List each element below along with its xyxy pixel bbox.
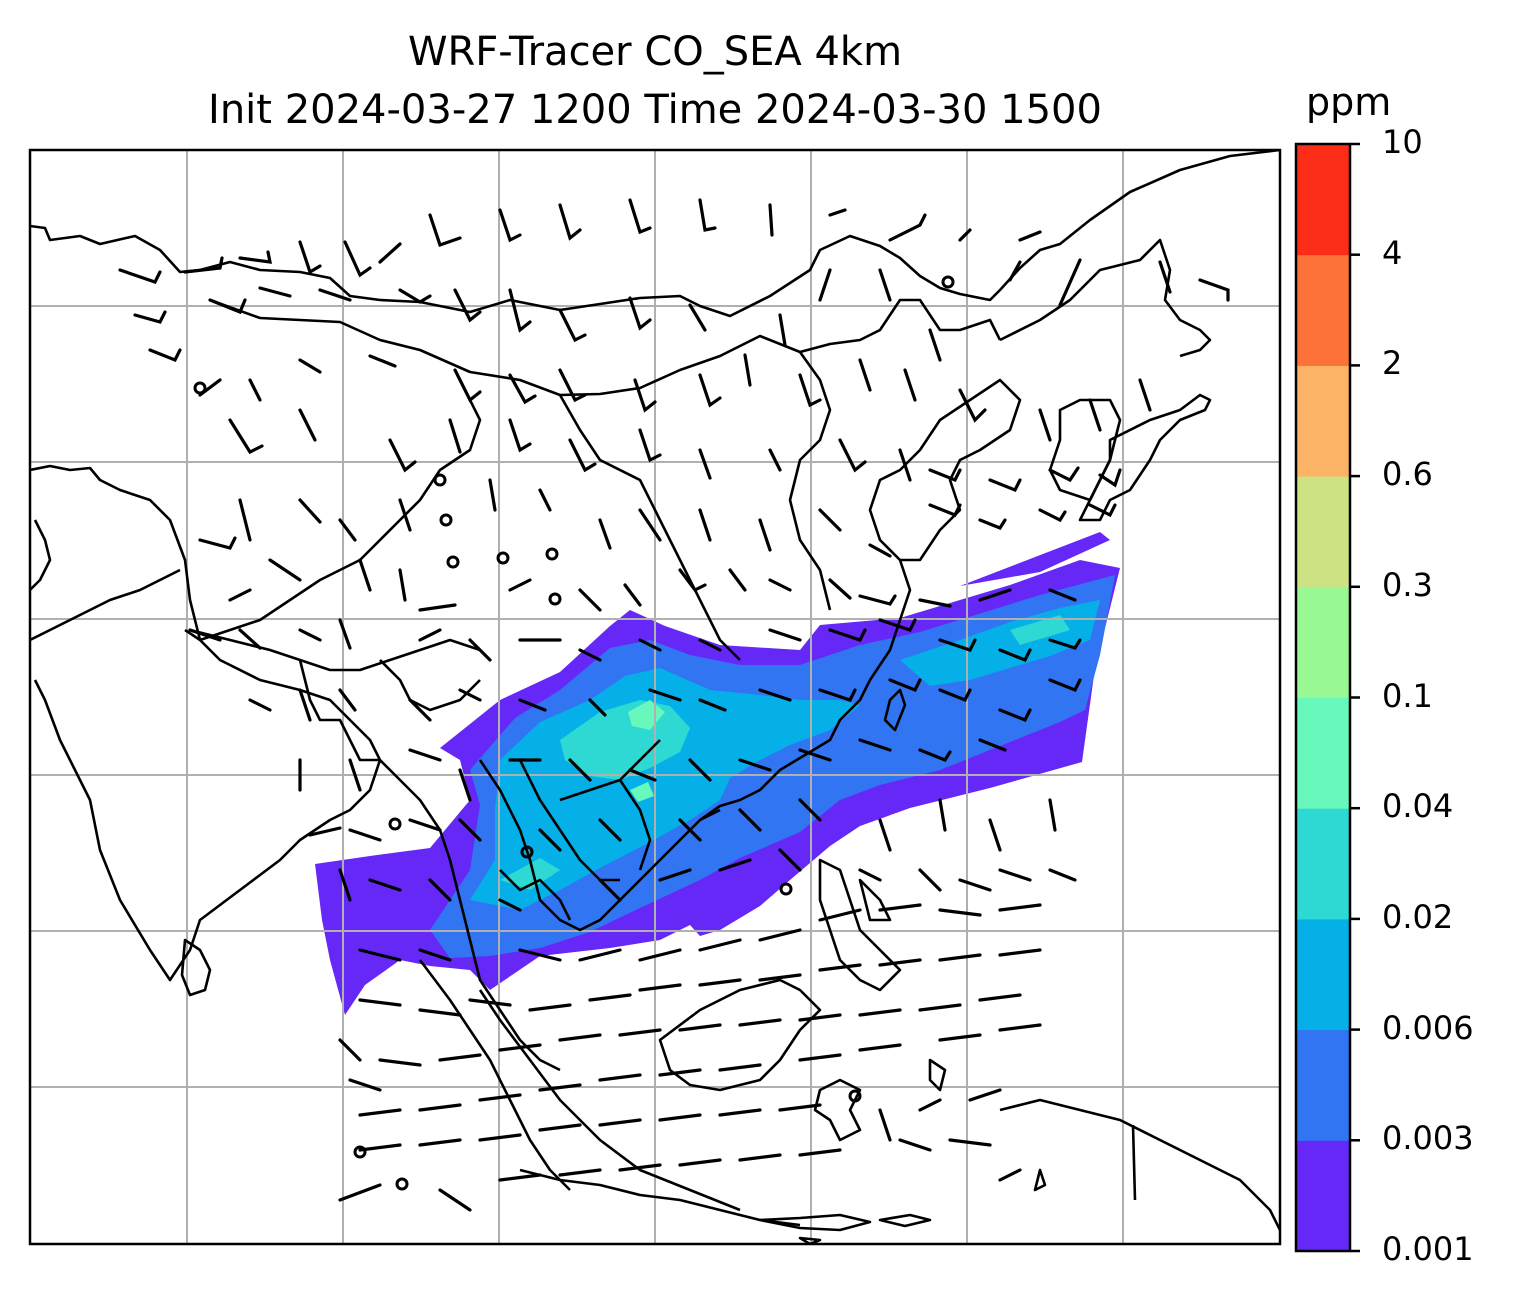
colorbar-segment — [1296, 697, 1350, 809]
colorbar-tick-label: 2 — [1382, 344, 1403, 383]
plume-level-3 — [470, 668, 860, 910]
coastlines — [30, 150, 1280, 1244]
colorbar-tick-label: 0.3 — [1382, 565, 1433, 604]
colorbar-segment — [1296, 808, 1350, 920]
map-frame — [28, 148, 1282, 1246]
colorbar-tick-label: 0.001 — [1382, 1230, 1474, 1268]
colorbar-tick-label: 0.1 — [1382, 676, 1433, 715]
tracer-field — [315, 532, 1120, 1015]
colorbar-tick-label: 0.003 — [1382, 1119, 1474, 1158]
wind-barbs — [118, 198, 1230, 1212]
title-line-2: Init 2024-03-27 1200 Time 2024-03-30 150… — [208, 87, 1102, 133]
colorbar-tick-label: 10 — [1382, 123, 1423, 161]
colorbar — [1294, 142, 1360, 1253]
colorbar-tick-label: 4 — [1382, 233, 1403, 272]
plume-level-4c — [1010, 615, 1070, 645]
plume-level-4b — [500, 858, 560, 890]
colorbar-segment — [1296, 144, 1350, 256]
title-line-1: WRF-Tracer CO_SEA 4km — [407, 29, 903, 75]
colorbar-tick-label: 0.006 — [1382, 1008, 1474, 1047]
colorbar-unit: ppm — [1306, 80, 1392, 124]
colorbar-segment — [1296, 1140, 1350, 1252]
colorbar-tick-label: 0.02 — [1382, 897, 1454, 936]
colorbar-segment — [1296, 1029, 1350, 1141]
colorbar-segment — [1296, 918, 1350, 1031]
colorbar-segment — [1296, 365, 1350, 477]
colorbar-segment — [1296, 254, 1350, 366]
plume-level-5b — [630, 782, 654, 802]
gridlines — [30, 150, 1280, 1244]
colorbar-segment — [1296, 586, 1350, 698]
plume-level-1b — [960, 532, 1110, 586]
colorbar-segment — [1296, 476, 1350, 588]
colorbar-tick-label: 0.6 — [1382, 455, 1433, 494]
calm-wind-markers — [193, 275, 955, 1191]
colorbar-tick-label: 0.04 — [1382, 787, 1454, 826]
